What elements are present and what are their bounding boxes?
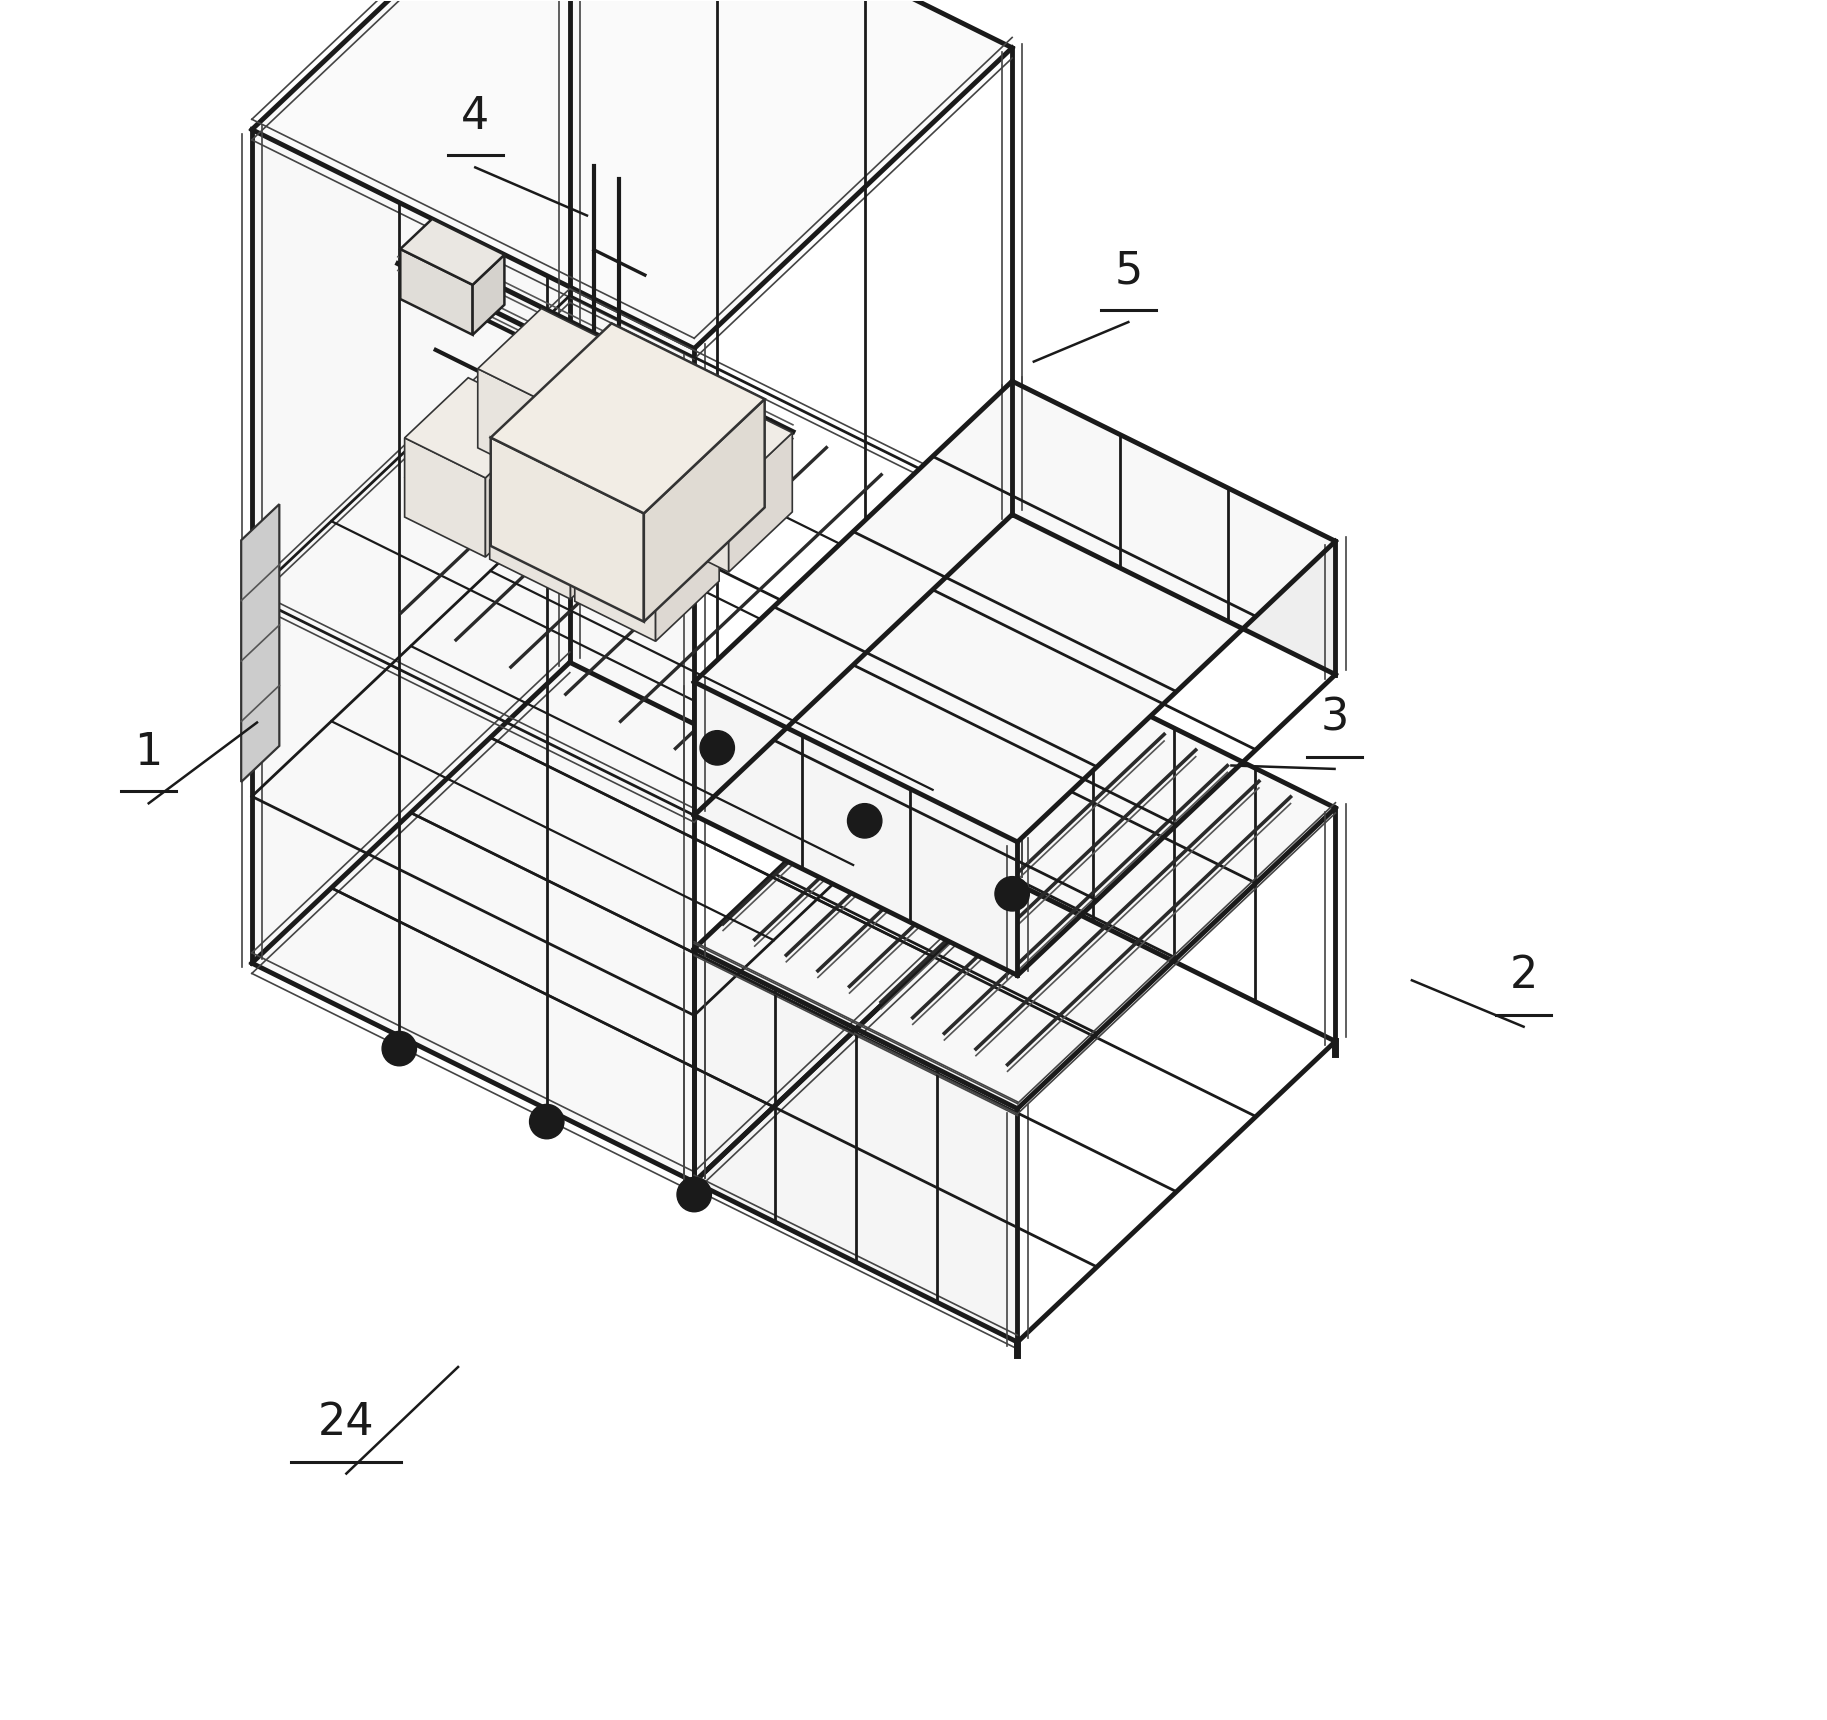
Polygon shape bbox=[643, 390, 707, 530]
Circle shape bbox=[382, 1032, 417, 1066]
Polygon shape bbox=[491, 323, 766, 513]
Polygon shape bbox=[694, 648, 1336, 1109]
Polygon shape bbox=[576, 463, 720, 562]
Polygon shape bbox=[490, 420, 634, 519]
Polygon shape bbox=[404, 378, 550, 478]
Polygon shape bbox=[563, 411, 643, 530]
Circle shape bbox=[700, 731, 734, 765]
Polygon shape bbox=[694, 681, 1018, 975]
Polygon shape bbox=[400, 218, 504, 286]
Polygon shape bbox=[490, 480, 570, 599]
Polygon shape bbox=[252, 0, 570, 963]
Polygon shape bbox=[477, 308, 623, 409]
Polygon shape bbox=[656, 502, 720, 642]
Polygon shape bbox=[486, 418, 550, 557]
Polygon shape bbox=[570, 459, 634, 599]
Polygon shape bbox=[252, 0, 1012, 349]
Circle shape bbox=[530, 1104, 565, 1139]
Polygon shape bbox=[473, 255, 504, 335]
Polygon shape bbox=[491, 437, 643, 621]
Polygon shape bbox=[649, 452, 729, 573]
Polygon shape bbox=[694, 382, 1336, 843]
Circle shape bbox=[678, 1178, 711, 1213]
Circle shape bbox=[996, 877, 1029, 912]
Text: 3: 3 bbox=[1321, 697, 1348, 740]
Polygon shape bbox=[559, 349, 623, 488]
Polygon shape bbox=[1012, 382, 1336, 674]
Polygon shape bbox=[241, 504, 280, 783]
Polygon shape bbox=[729, 433, 793, 573]
Text: 2: 2 bbox=[1509, 955, 1538, 998]
Polygon shape bbox=[563, 351, 707, 451]
Text: 1: 1 bbox=[135, 731, 163, 774]
Polygon shape bbox=[643, 399, 766, 621]
Circle shape bbox=[848, 803, 882, 838]
Polygon shape bbox=[400, 249, 473, 335]
Polygon shape bbox=[252, 129, 694, 1182]
Polygon shape bbox=[404, 439, 486, 557]
Polygon shape bbox=[694, 949, 1018, 1342]
Text: 24: 24 bbox=[318, 1402, 375, 1445]
Polygon shape bbox=[649, 392, 793, 494]
Text: 5: 5 bbox=[1114, 249, 1142, 292]
Polygon shape bbox=[477, 368, 559, 488]
Polygon shape bbox=[576, 523, 656, 642]
Text: 4: 4 bbox=[460, 95, 490, 138]
